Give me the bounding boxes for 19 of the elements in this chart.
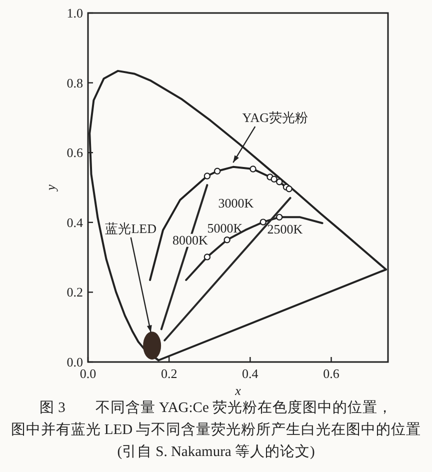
- x-tick-label: 0.6: [323, 366, 340, 381]
- y-tick-label: 0.2: [66, 284, 83, 300]
- x-tick-label: 0.4: [242, 366, 259, 381]
- y-tick-label: 0.6: [66, 145, 84, 160]
- caption: 图 3 不同含量 YAG:Ce 荧光粉在色度图中的位置，: [39, 399, 393, 416]
- annotation: 2500K: [267, 222, 304, 236]
- y-axis-title: y: [43, 184, 58, 192]
- annotation: 8000K: [172, 232, 208, 248]
- x-axis-title: x: [234, 383, 242, 398]
- text: 图中并有蓝光 LED 与不同含量荧光粉所产生白光在图中的位置: [10, 421, 422, 438]
- annotation: YAG荧光粉: [242, 110, 308, 126]
- y-tick-label: 1.0: [66, 6, 83, 20]
- text: (引自 S. Nakamura 等人的论文): [117, 443, 315, 460]
- x-tick-label: 0.2: [160, 366, 178, 381]
- annotation: 5000K: [207, 220, 244, 236]
- annotation: 蓝光LED: [105, 220, 156, 236]
- y-tick-label: 0.4: [66, 214, 84, 230]
- y-tick-label: 0.8: [66, 75, 83, 90]
- annotation: 3000K: [218, 196, 254, 210]
